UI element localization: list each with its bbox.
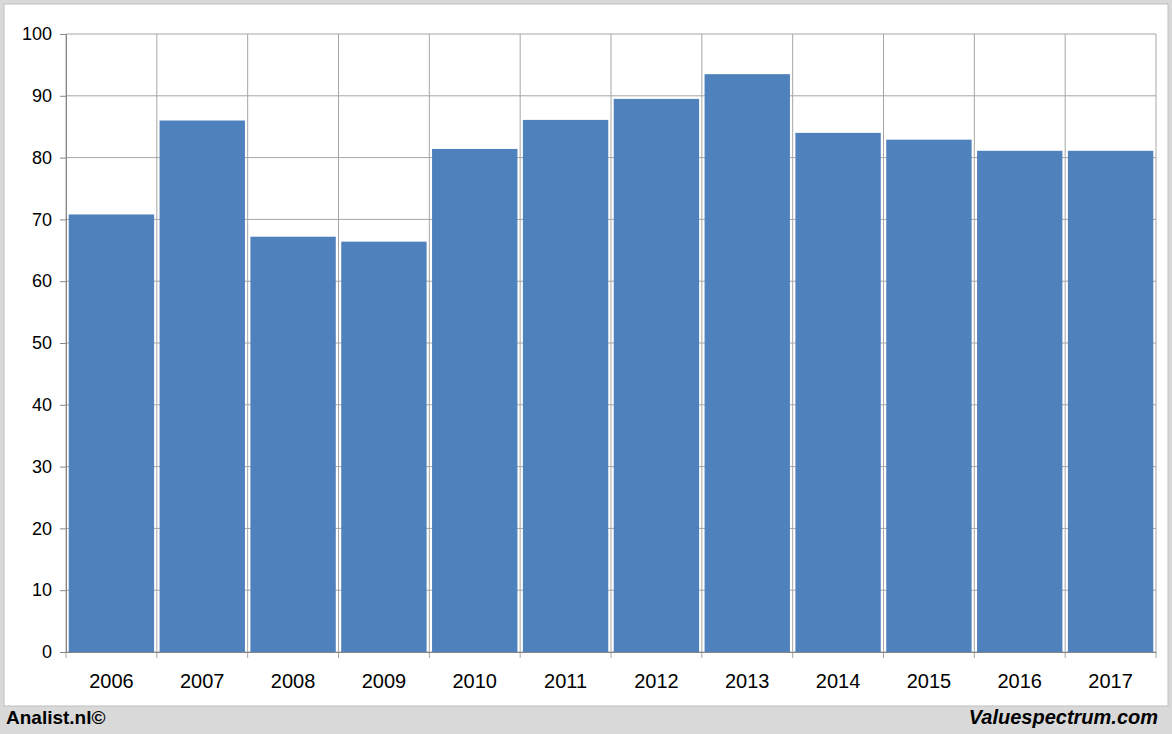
plot: 0102030405060708090100200620072008200920… [22, 24, 1157, 692]
x-tick-label: 2014 [816, 670, 861, 692]
category-separator [701, 34, 702, 658]
x-tick: 2010 [453, 652, 498, 692]
category-separator [429, 34, 430, 658]
x-tick-label: 2007 [180, 670, 225, 692]
y-tick: 10 [32, 580, 66, 600]
x-tick: 2017 [1088, 652, 1133, 692]
y-tick-label: 30 [32, 457, 52, 477]
y-tick: 20 [32, 519, 66, 539]
y-axis: 0 10 20 30 40 50 60 70 80 90 100 [22, 24, 67, 662]
bar [886, 140, 971, 652]
annotation: Analist.nl© [6, 707, 106, 728]
bar [1068, 151, 1153, 652]
x-tick: 2013 [725, 652, 770, 692]
x-tick: 2012 [634, 652, 679, 692]
category-separator [792, 34, 793, 658]
y-tick-mark [60, 652, 66, 653]
category-separator [974, 34, 975, 658]
y-tick: 40 [32, 395, 66, 415]
bar [705, 74, 790, 652]
y-tick: 70 [32, 210, 66, 230]
background [0, 0, 1172, 734]
y-tick: 0 [42, 642, 66, 662]
bar [432, 149, 517, 652]
bars [69, 74, 1154, 652]
x-tick-label: 2012 [634, 670, 679, 692]
x-tick-label: 2017 [1088, 670, 1133, 692]
y-tick-label: 40 [32, 395, 52, 415]
bar [523, 120, 608, 652]
x-tick: 2014 [816, 652, 861, 692]
x-tick: 2009 [362, 652, 407, 692]
x-tick-label: 2008 [271, 670, 316, 692]
bar [160, 121, 245, 652]
y-tick: 30 [32, 457, 66, 477]
y-tick-label: 0 [42, 642, 52, 662]
x-tick: 2007 [180, 652, 225, 692]
x-tick-label: 2013 [725, 670, 770, 692]
y-tick-mark [60, 343, 66, 344]
y-tick-mark [60, 590, 66, 591]
x-tick: 2016 [998, 652, 1043, 692]
x-tick: 2008 [271, 652, 316, 692]
x-tick-label: 2006 [89, 670, 134, 692]
category-separator [611, 34, 612, 658]
y-tick-label: 60 [32, 271, 52, 291]
x-tick-label: 2010 [453, 670, 498, 692]
y-tick: 100 [22, 24, 66, 44]
x-tick: 2015 [907, 652, 952, 692]
y-tick-mark [60, 158, 66, 159]
bar [977, 151, 1062, 652]
category-separator [247, 34, 248, 658]
category-separator [338, 34, 339, 658]
y-tick: 50 [32, 333, 66, 353]
y-tick-label: 80 [32, 148, 52, 168]
y-tick: 90 [32, 86, 66, 106]
y-tick-label: 100 [22, 24, 52, 44]
category-separator [156, 34, 157, 658]
x-tick-label: 2016 [998, 670, 1043, 692]
category-separator [1156, 34, 1157, 658]
x-axis: 2006 2007 2008 2009 2010 2011 2012 2013 2014 2015… [67, 652, 1157, 692]
x-tick: 2011 [544, 652, 587, 692]
bar [795, 133, 880, 652]
chart-area [4, 4, 1168, 706]
y-tick-label: 70 [32, 210, 52, 230]
x-grid [66, 34, 1156, 658]
category-separator [883, 34, 884, 658]
y-tick: 80 [32, 148, 66, 168]
y-tick-mark [60, 405, 66, 406]
x-tick: 2006 [89, 652, 134, 692]
x-tick-label: 2011 [544, 670, 587, 692]
x-axis-line [67, 652, 1157, 653]
y-tick-label: 20 [32, 519, 52, 539]
bar [341, 242, 426, 652]
y-tick-label: 50 [32, 333, 52, 353]
y-tick-mark [60, 281, 66, 282]
y-tick-mark [60, 467, 66, 468]
x-tick-label: 2009 [362, 670, 407, 692]
y-tick: 60 [32, 271, 66, 291]
bar [614, 99, 699, 652]
y-tick-label: 10 [32, 580, 52, 600]
annotation: Valuespectrum.com [969, 706, 1158, 728]
x-tick-label: 2015 [907, 670, 952, 692]
bar [69, 214, 154, 652]
y-tick-mark [60, 219, 66, 220]
y-tick-mark [60, 96, 66, 97]
y-tick-mark [60, 528, 66, 529]
y-tick-label: 90 [32, 86, 52, 106]
y-tick-mark [60, 34, 66, 35]
category-separator [520, 34, 521, 658]
category-separator [1065, 34, 1066, 658]
chart: 0102030405060708090100200620072008200920… [0, 0, 1172, 734]
bar [250, 237, 335, 652]
y-axis-line [60, 35, 67, 653]
